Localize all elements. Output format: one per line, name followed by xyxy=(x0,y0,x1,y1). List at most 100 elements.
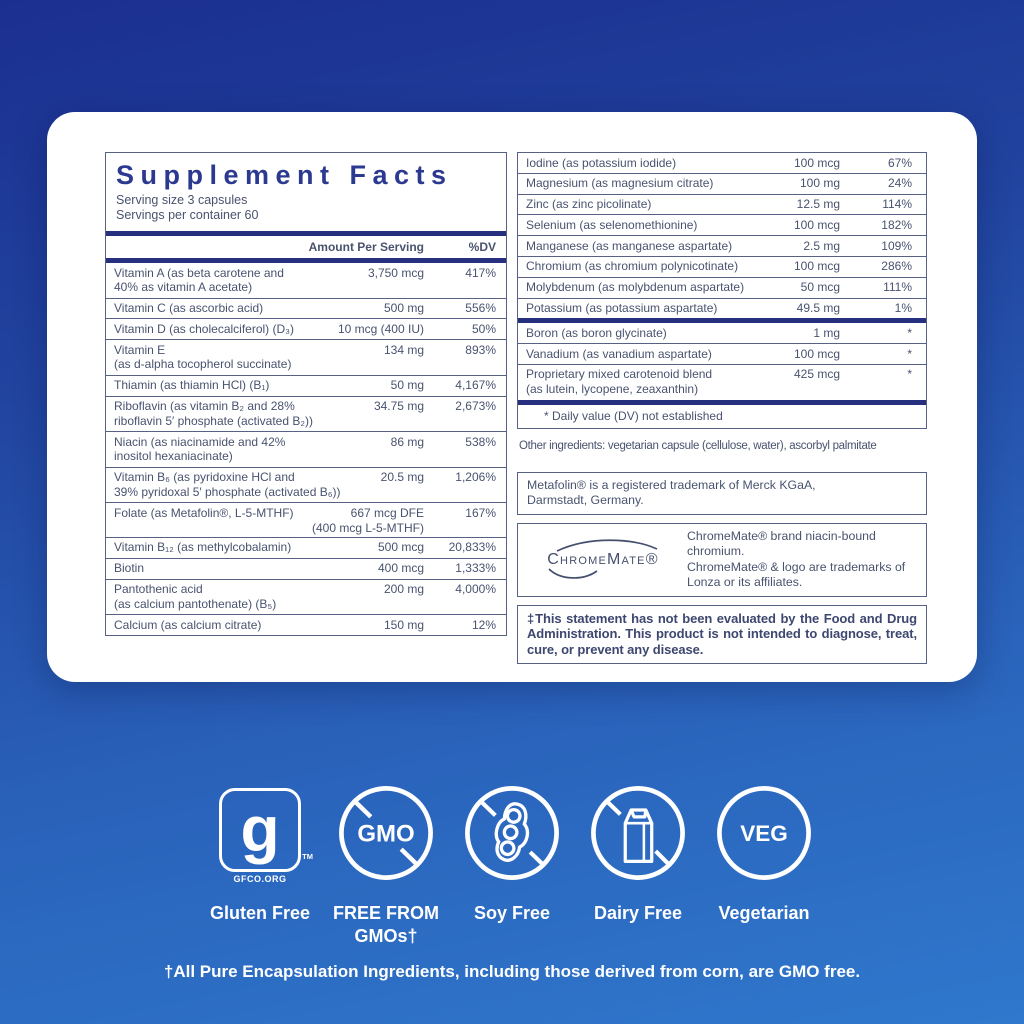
nutrient-dv: 24% xyxy=(887,176,912,191)
nutrient-dv: * xyxy=(907,346,912,361)
nutrient-amount: 425 mcg xyxy=(793,367,840,382)
nutrient-dv: 50% xyxy=(471,321,496,336)
nutrient-name: Vitamin A (as beta carotene and 40% as v… xyxy=(114,265,284,295)
nutrient-name: Vitamin B₆ (as pyridoxine HCl and 39% py… xyxy=(114,470,341,500)
nutrient-amount: 1 mg xyxy=(813,325,840,340)
badge-label: FREE FROM GMOs† xyxy=(333,903,439,946)
gmo-free-icon: GMO xyxy=(339,786,433,880)
nutrient-dv: 2,673% xyxy=(455,399,496,414)
supplement-facts-panel-right: Iodine (as potassium iodide) 100 mcg 67% Ma… xyxy=(517,152,927,664)
nutrient-amount: 100 mg xyxy=(799,176,840,191)
nutrient-row: Proprietary mixed carotenoid blend (as l… xyxy=(518,365,926,400)
nutrient-dv: * xyxy=(907,367,912,382)
nutrient-amount: 500 mg xyxy=(383,301,424,316)
nutrient-name: Magnesium (as magnesium citrate) xyxy=(526,176,714,191)
nutrient-row: Vanadium (as vanadium aspartate) 100 mcg * xyxy=(518,344,926,365)
nutrient-dv: 167% xyxy=(465,505,496,520)
divider-bar xyxy=(106,258,506,263)
nutrient-name: Boron (as boron glycinate) xyxy=(526,325,667,340)
nutrient-amount: 49.5 mg xyxy=(796,301,840,316)
nutrient-row: Chromium (as chromium polynicotinate) 100… xyxy=(518,257,926,278)
nutrient-amount: 100 mcg xyxy=(793,346,840,361)
gfco-g-glyph: g xyxy=(240,793,280,865)
trademark-symbol: TM xyxy=(302,852,313,861)
gfco-gluten-free-icon: g GFCO.ORG TM xyxy=(219,788,313,884)
nutrient-row: Magnesium (as magnesium citrate) 100 mg 24… xyxy=(518,174,926,195)
nutrient-table-right: Iodine (as potassium iodide) 100 mcg 67% Ma… xyxy=(518,153,926,318)
nutrient-dv: 1% xyxy=(894,301,912,316)
nutrient-dv: 109% xyxy=(881,238,912,253)
dv-column-header: %DV xyxy=(468,240,496,254)
nutrient-dv: 4,167% xyxy=(455,378,496,393)
supplement-facts-title: Supplement Facts xyxy=(116,160,453,190)
nutrient-row: Vitamin E (as d-alpha tocopherol succina… xyxy=(106,340,506,376)
nutrient-row: Manganese (as manganese aspartate) 2.5 mg… xyxy=(518,236,926,257)
nutrient-amount: 500 mcg xyxy=(377,540,424,555)
gmo-text: GMO xyxy=(357,820,414,847)
nutrient-amount: 86 mg xyxy=(390,434,424,449)
nutrient-amount: 50 mg xyxy=(390,378,424,393)
badge-label: Vegetarian xyxy=(718,903,810,923)
nutrient-name: Selenium (as selenomethionine) xyxy=(526,217,698,232)
supplement-facts-panel: Supplement Facts Serving size 3 capsules… xyxy=(105,152,507,636)
nutrient-row: Biotin 400 mcg 1,333% xyxy=(106,559,506,580)
divider-bar xyxy=(106,231,506,236)
chromemate-swoosh-icon xyxy=(548,539,658,579)
nutrient-name: Niacin (as niacinamide and 42% inositol … xyxy=(114,434,286,464)
nutrient-dv: 182% xyxy=(881,217,912,232)
veg-text: VEG xyxy=(740,821,788,846)
nutrient-row: Niacin (as niacinamide and 42% inositol … xyxy=(106,432,506,468)
nutrient-name: Vitamin D (as cholecalciferol) (D₃) xyxy=(114,321,295,336)
nutrient-name: Vanadium (as vanadium aspartate) xyxy=(526,346,712,361)
nutrient-row: Vitamin D (as cholecalciferol) (D₃) 10 mc… xyxy=(106,319,506,341)
chromemate-note: ChromeMate® brand niacin-bound chromium.… xyxy=(687,528,906,590)
nutrient-amount: 200 mg xyxy=(383,582,424,597)
nutrient-name: Zinc (as zinc picolinate) xyxy=(526,197,652,212)
nutrient-amount: 10 mcg (400 IU) xyxy=(337,321,424,336)
metafolin-trademark-note: Metafolin® is a registered trademark of … xyxy=(517,471,927,515)
nutrient-name: Biotin xyxy=(114,561,145,576)
nutrient-dv: 1,333% xyxy=(455,561,496,576)
nutrient-name: Calcium (as calcium citrate) xyxy=(114,617,262,632)
nutrient-amount: 100 mcg xyxy=(793,259,840,274)
nutrient-row: Vitamin C (as ascorbic acid) 500 mg 556% xyxy=(106,299,506,320)
badge-vegetarian: VEG Vegetarian xyxy=(701,782,827,925)
nutrient-row: Calcium (as calcium citrate) 150 mg 12% xyxy=(106,615,506,635)
nutrient-amount: 20.5 mg xyxy=(380,470,424,485)
nutrient-name: Vitamin B₁₂ (as methylcobalamin) xyxy=(114,540,292,555)
dairy-free-icon xyxy=(591,786,685,880)
nutrient-dv: 114% xyxy=(882,197,912,212)
nutrient-row: Boron (as boron glycinate) 1 mg * xyxy=(518,323,926,345)
divider-bar xyxy=(518,318,926,324)
nutrient-dv: 4,000% xyxy=(455,582,496,597)
nutrient-amount: 134 mg xyxy=(383,342,424,357)
nutrient-row: Folate (as Metafolin®, L-5-MTHF) 667 mcg … xyxy=(106,503,506,538)
nutrient-row: Vitamin A (as beta carotene and 40% as v… xyxy=(106,263,506,299)
supplement-facts-card: Supplement Facts Serving size 3 capsules… xyxy=(47,112,977,682)
nutrient-dv: 67% xyxy=(887,155,912,170)
nutrient-dv: 20,833% xyxy=(448,540,496,555)
nutrient-amount: 50 mcg xyxy=(800,280,840,295)
chromemate-note-box: ChromeMate® ChromeMate® brand niacin-bou… xyxy=(517,522,927,597)
nutrient-row: Thiamin (as thiamin HCl) (B₁) 50 mg 4,167% xyxy=(106,376,506,397)
nutrient-name: Molybdenum (as molybdenum aspartate) xyxy=(526,280,745,295)
nutrient-dv: 893% xyxy=(465,342,496,357)
nutrient-table-no-dv: Boron (as boron glycinate) 1 mg * Vanadium … xyxy=(518,323,926,399)
chromemate-wordmark: ChromeMate® xyxy=(547,550,659,568)
nutrient-name: Folate (as Metafolin®, L-5-MTHF) xyxy=(114,505,294,520)
table-header-row: Amount Per Serving %DV xyxy=(106,236,506,258)
nutrient-row: Molybdenum (as molybdenum aspartate) 50 m… xyxy=(518,278,926,299)
nutrient-dv: * xyxy=(907,325,912,340)
badge-label: Soy Free xyxy=(473,903,551,923)
nutrient-row: Zinc (as zinc picolinate) 12.5 mg 114% xyxy=(518,195,926,216)
nutrient-row: Pantothenic acid (as calcium pantothenat… xyxy=(106,580,506,616)
badge-soy-free: Soy Free xyxy=(449,782,575,925)
certification-badges: g GFCO.ORG TM Gluten Free GMO FREE FROM … xyxy=(0,782,1024,948)
nutrient-dv: 556% xyxy=(465,301,496,316)
other-ingredients: Other ingredients: vegetarian capsule (c… xyxy=(519,439,877,452)
nutrient-row: Iodine (as potassium iodide) 100 mcg 67% xyxy=(518,153,926,174)
nutrient-table-left: Vitamin A (as beta carotene and 40% as v… xyxy=(106,263,506,635)
badge-gmo-free: GMO FREE FROM GMOs† xyxy=(323,782,449,948)
nutrient-dv: 111% xyxy=(883,280,912,295)
